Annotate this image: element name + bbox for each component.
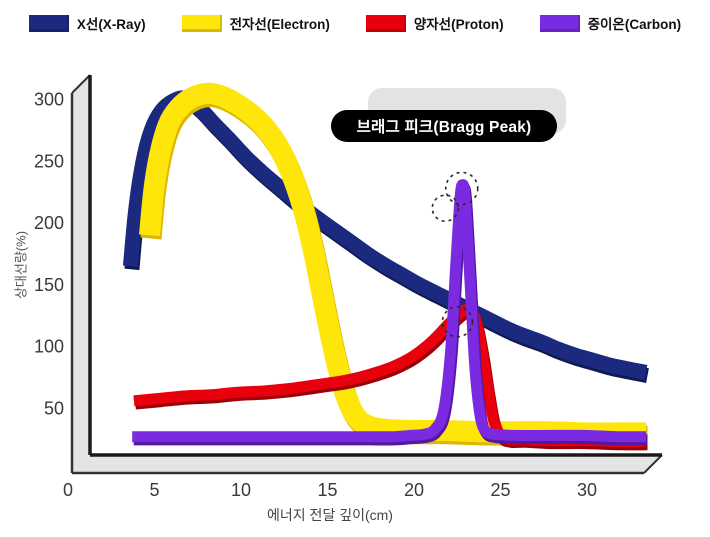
tick-label: 200: [34, 213, 64, 233]
legend-item-3: 중이온(Carbon): [539, 13, 682, 33]
tick-label: 30: [577, 480, 597, 500]
wall-right-edge: [643, 454, 663, 474]
series-xray-edge: [124, 93, 649, 383]
legend: X선(X-Ray) 전자선(Electron) 양자선(Proton) 중이온(Car…: [0, 13, 710, 33]
bragg-peak-label: 브래그 피크(Bragg Peak): [331, 110, 557, 142]
series-carbon-ribbon: [132, 179, 647, 443]
dotted-circle-2: [441, 305, 474, 338]
tick-label: 150: [34, 275, 64, 295]
tick-label: 0: [63, 480, 73, 500]
legend-label: X선(X-Ray): [76, 17, 146, 32]
tick-label: 15: [317, 480, 337, 500]
peak-highlight-circles: [431, 171, 479, 338]
tick-label: 10: [231, 480, 251, 500]
legend-item-0: X선(X-Ray): [28, 13, 146, 33]
legend-swatch-icon: [365, 14, 406, 32]
dotted-circle-1: [431, 194, 460, 222]
legend-item-2: 양자선(Proton): [365, 13, 504, 33]
legend-swatch-icon: [28, 14, 69, 32]
tick-label: 50: [44, 398, 64, 418]
legend-swatch-icon: [539, 14, 580, 32]
legend-label: 양자선(Proton): [413, 17, 504, 32]
bottom-wall: [72, 455, 662, 473]
y-axis-title: 상대선량(%): [13, 230, 29, 300]
legend-swatch-icon: [181, 14, 222, 32]
dotted-circle-0: [444, 171, 479, 206]
left-wall: [72, 75, 90, 473]
tick-labels: 0 5 10 15 20 25 30 50 100 150 200 250 300: [34, 90, 597, 501]
x-axis-title: 에너지 전달 깊이(cm): [267, 507, 393, 523]
tick-label: 20: [404, 480, 424, 500]
tick-label: 250: [34, 151, 64, 171]
tick-label: 100: [34, 337, 64, 357]
legend-label: 전자선(Electron): [229, 17, 330, 32]
wall-top-edge: [71, 74, 91, 94]
tick-label: 300: [34, 90, 64, 110]
tick-label: 25: [490, 480, 510, 500]
tick-label: 5: [149, 480, 159, 500]
legend-label: 중이온(Carbon): [587, 17, 682, 32]
legend-item-1: 전자선(Electron): [181, 13, 330, 33]
series-ribbons: [122, 82, 649, 451]
